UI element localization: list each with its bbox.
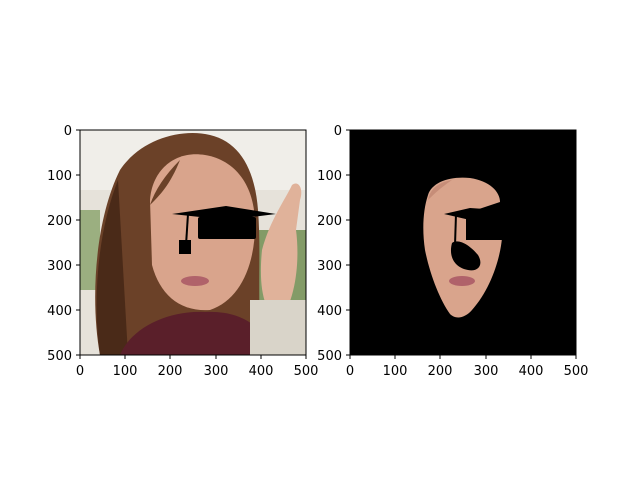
right-ytick-label: 200: [317, 214, 342, 229]
right-ytick-label: 400: [317, 304, 342, 319]
right-x-ticks: 0 100 200 300 400 500: [346, 355, 589, 379]
left-ytick-label: 200: [47, 214, 72, 229]
right-ytick-label: 300: [317, 259, 342, 274]
right-ytick-label: 500: [317, 349, 342, 364]
right-xtick-label: 500: [564, 364, 589, 379]
left-axes-frame: [79, 129, 307, 356]
left-ytick-label: 500: [47, 349, 72, 364]
left-x-ticks: 0 100 200 300 400 500: [76, 355, 319, 379]
left-xtick-label: 400: [249, 364, 274, 379]
right-y-ticks: 0 100 200 300 400 500: [317, 124, 350, 364]
right-ytick-label: 100: [317, 169, 342, 184]
left-xtick-label: 200: [158, 364, 183, 379]
right-panel: 0 100 200 300 400 500 0 100 200 300 400 …: [317, 124, 588, 379]
right-axes-frame: [349, 129, 577, 356]
left-y-ticks: 0 100 200 300 400 500: [47, 124, 80, 364]
right-xtick-label: 400: [519, 364, 544, 379]
right-xtick-label: 100: [383, 364, 408, 379]
left-xtick-label: 0: [76, 364, 84, 379]
left-xtick-label: 300: [204, 364, 229, 379]
right-xtick-label: 300: [474, 364, 499, 379]
left-ytick-label: 300: [47, 259, 72, 274]
left-xtick-label: 500: [294, 364, 319, 379]
left-xtick-label: 100: [113, 364, 138, 379]
right-image: [350, 130, 576, 355]
left-panel: 0 100 200 300 400 500 0 100 200 300 400 …: [47, 124, 318, 379]
right-ytick-label: 0: [334, 124, 342, 139]
left-image: [80, 130, 306, 355]
right-xtick-label: 200: [428, 364, 453, 379]
left-ytick-label: 100: [47, 169, 72, 184]
left-ytick-label: 0: [64, 124, 72, 139]
right-xtick-label: 0: [346, 364, 354, 379]
left-ytick-label: 400: [47, 304, 72, 319]
